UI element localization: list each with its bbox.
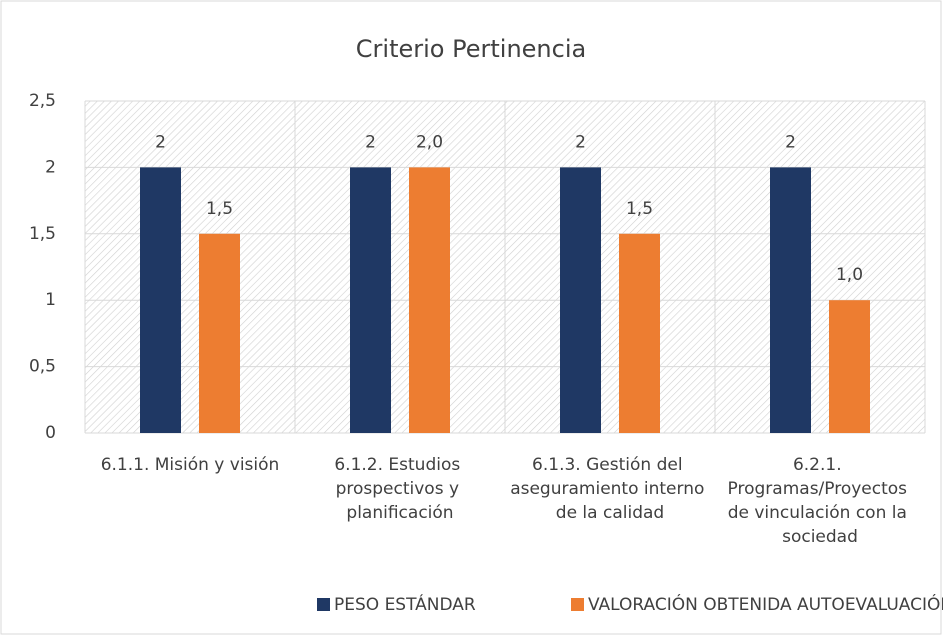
data-label: 1,0 xyxy=(836,265,863,285)
data-label: 1,5 xyxy=(206,199,233,219)
data-label: 2,0 xyxy=(416,132,443,152)
bar xyxy=(560,167,601,433)
bar xyxy=(199,233,240,433)
legend-label: PESO ESTÁNDAR xyxy=(334,593,476,615)
bar xyxy=(140,167,181,433)
y-tick-label: 0,5 xyxy=(29,357,56,377)
y-tick-label: 0 xyxy=(45,423,56,443)
y-tick-label: 1 xyxy=(45,290,56,310)
bar xyxy=(770,167,811,433)
y-tick-label: 2 xyxy=(45,157,56,177)
legend-swatch xyxy=(317,598,330,611)
y-tick-label: 1,5 xyxy=(29,224,56,244)
x-tick-label: 6.1.1. Misión y visión xyxy=(101,455,280,475)
data-label: 2 xyxy=(785,132,796,152)
y-tick-label: 2,5 xyxy=(29,91,56,111)
legend-label: VALORACIÓN OBTENIDA AUTOEVALUACIÓN 2021 xyxy=(588,593,943,615)
x-tick-label: 6.2.1. Programas/Proyectos de vinculació… xyxy=(728,455,913,547)
bar xyxy=(350,167,391,433)
chart-title: Criterio Pertinencia xyxy=(356,35,586,63)
x-tick-label: 6.1.2. Estudios prospectivos y planifica… xyxy=(334,455,465,523)
data-label: 2 xyxy=(155,132,166,152)
bar xyxy=(409,167,450,433)
x-tick-label: 6.1.3. Gestión del aseguramiento interno… xyxy=(510,455,710,523)
bar xyxy=(619,233,660,433)
bar xyxy=(829,300,870,433)
data-label: 2 xyxy=(575,132,586,152)
legend-swatch xyxy=(571,598,584,611)
data-label: 2 xyxy=(365,132,376,152)
data-label: 1,5 xyxy=(626,199,653,219)
